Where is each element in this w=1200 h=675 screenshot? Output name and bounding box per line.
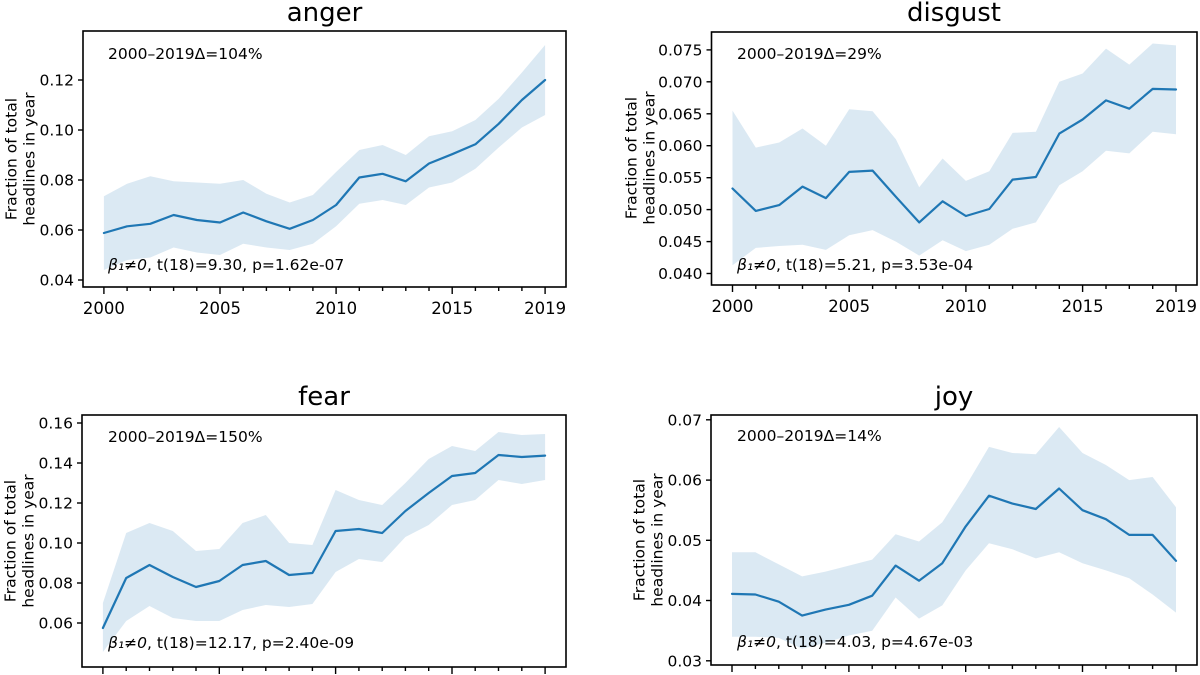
trend-line [731,87,1178,224]
svg-text:0.050: 0.050 [658,201,702,219]
y-axis-label-disgust: Fraction of total headlines in year [622,91,659,225]
delta-annotation-fear: 2000–2019Δ=150% [108,428,263,446]
svg-text:0.10: 0.10 [39,122,74,140]
delta-annotation-joy: 2000–2019Δ=14% [737,427,882,445]
svg-text:0.065: 0.065 [658,105,702,123]
stats-annotation-disgust: β₁≠0, t(18)=5.21, p=3.53e-04 [737,256,973,274]
svg-text:2010: 2010 [315,299,357,318]
svg-text:0.045: 0.045 [658,233,702,251]
svg-text:2005: 2005 [828,297,870,316]
y-axis-label-joy: Fraction of total headlines in year [630,473,667,607]
svg-text:0.060: 0.060 [658,137,702,155]
svg-text:0.08: 0.08 [38,575,73,593]
svg-text:0.14: 0.14 [38,455,73,473]
svg-text:0.075: 0.075 [658,41,702,59]
svg-text:0.12: 0.12 [38,495,73,513]
axes-frame [82,30,567,288]
beta-term: β₁≠0 [737,633,776,651]
svg-text:2019: 2019 [524,299,566,318]
svg-text:0.16: 0.16 [38,415,73,433]
svg-text:2010: 2010 [945,297,987,316]
confidence-band [102,432,546,652]
stats-annotation-anger: β₁≠0, t(18)=9.30, p=1.62e-07 [108,256,344,274]
chart-title-anger: anger [286,0,363,28]
svg-text:2015: 2015 [1062,297,1104,316]
delta-annotation-anger: 2000–2019Δ=104% [108,45,263,63]
stats-annotation-fear: β₁≠0, t(18)=12.17, p=2.40e-09 [108,634,354,652]
beta-term: β₁≠0 [737,256,776,274]
trend-line [102,78,547,235]
svg-text:0.06: 0.06 [38,615,73,633]
stats-values: , t(18)=12.17, p=2.40e-09 [146,634,355,652]
svg-text:0.05: 0.05 [667,532,702,550]
svg-text:0.12: 0.12 [39,72,74,90]
svg-text:0.04: 0.04 [39,272,74,290]
beta-term: β₁≠0 [108,634,147,652]
svg-text:2005: 2005 [199,299,241,318]
axis-ticks [706,419,1177,672]
axis-tick-labels: 2000 2005 2010 2015 2019 0.040 0.045 0.050 0.055… [658,41,1197,316]
svg-text:0.08: 0.08 [39,172,74,190]
svg-text:2015: 2015 [431,299,473,318]
svg-text:2000: 2000 [83,299,125,318]
chart-title-disgust: disgust [907,0,1001,28]
disgust-plot: 2000 2005 2010 2015 2019 0.040 0.045 0.050 0.055… [658,31,1198,316]
y-axis-label-fear: Fraction of total headlines in year [1,474,38,608]
confidence-band [732,427,1176,649]
confidence-band [103,45,546,270]
chart-title-joy: joy [934,382,974,412]
svg-text:0.10: 0.10 [38,535,73,553]
svg-text:0.070: 0.070 [658,73,702,91]
chart-title-fear: fear [298,382,350,412]
axes-frame [81,414,567,668]
axis-ticks [706,49,1177,292]
stats-values: , t(18)=5.21, p=3.53e-04 [775,256,974,274]
y-axis-label-anger: Fraction of total headlines in year [2,92,39,226]
fear-plot: 200020052010201520190.060.080.100.120.14… [38,414,567,674]
confidence-band [732,43,1176,266]
svg-text:0.055: 0.055 [658,169,702,187]
beta-term: β₁≠0 [108,256,147,274]
axis-tick-labels: 2000 2005 2010 2015 2019 0.04 0.06 0.08 0.10 0.12 [39,72,566,319]
svg-text:0.03: 0.03 [667,652,702,670]
stats-values: , t(18)=4.03, p=4.67e-03 [775,633,974,651]
svg-text:0.04: 0.04 [667,592,702,610]
axis-ticks [78,79,546,294]
stats-values: , t(18)=9.30, p=1.62e-07 [146,256,345,274]
trend-line [730,487,1178,617]
svg-text:0.06: 0.06 [39,222,74,240]
svg-text:2019: 2019 [1155,297,1197,316]
axis-tick-labels: 200020052010201520190.060.080.100.120.14… [38,415,73,633]
svg-text:0.06: 0.06 [667,472,702,490]
delta-annotation-disgust: 2000–2019Δ=29% [737,45,882,63]
axis-ticks [77,422,546,674]
axes-frame [710,31,1198,286]
stats-annotation-joy: β₁≠0, t(18)=4.03, p=4.67e-03 [737,633,973,651]
svg-text:0.07: 0.07 [667,411,702,429]
trend-line [101,453,547,630]
anger-plot: 2000 2005 2010 2015 2019 0.04 0.06 0.08 0.10 0.12 [39,30,567,319]
svg-text:0.040: 0.040 [658,265,702,283]
svg-text:2000: 2000 [712,297,754,316]
